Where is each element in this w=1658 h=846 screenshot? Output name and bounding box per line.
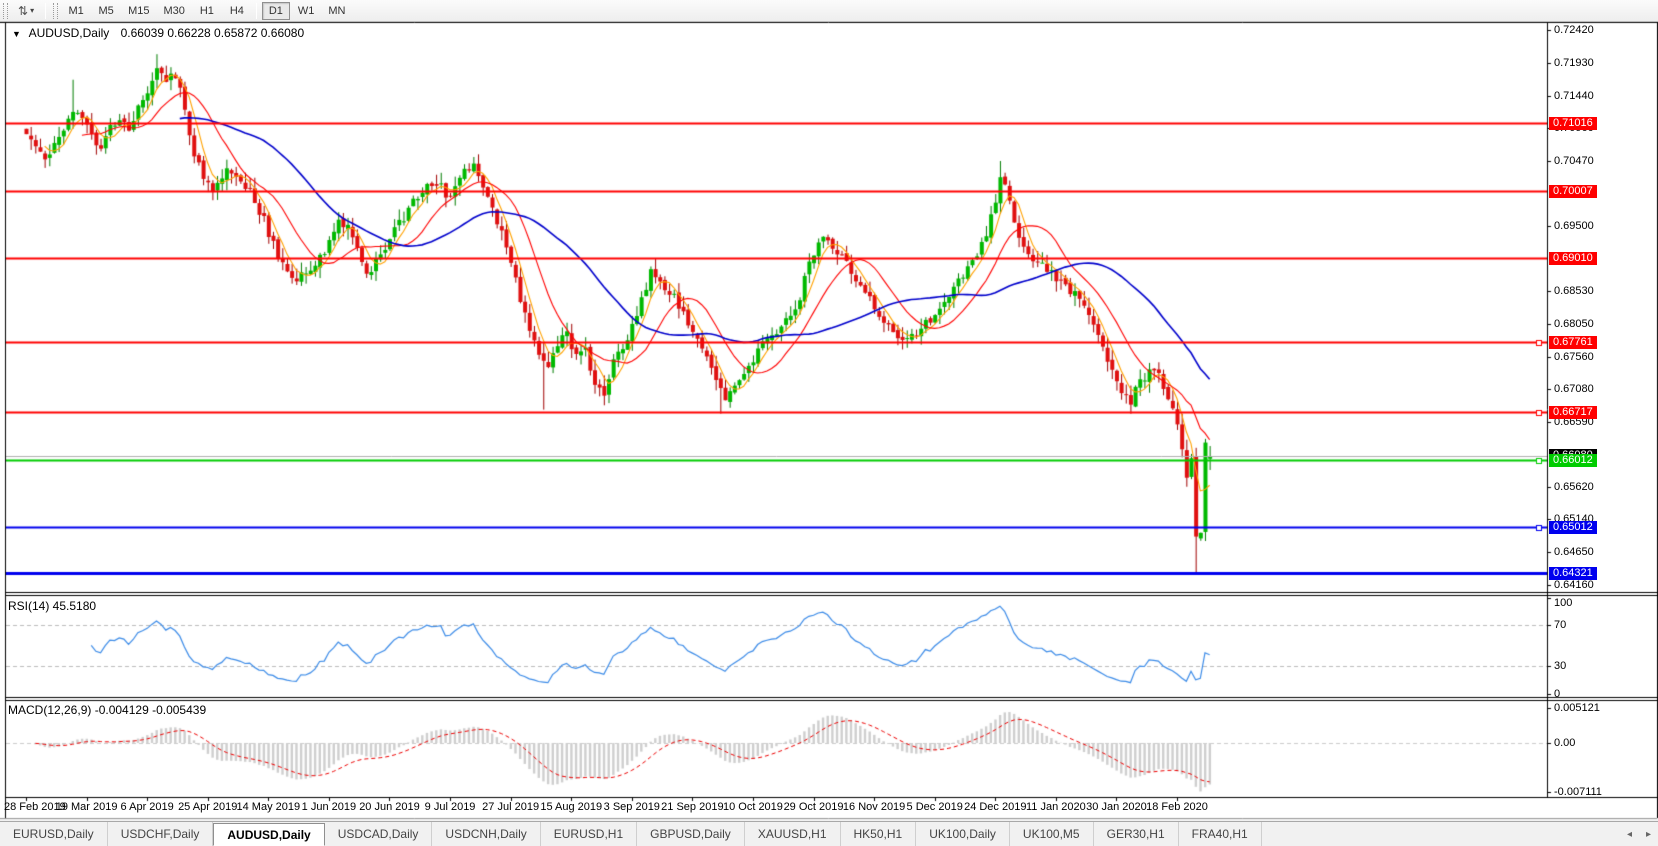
- tab-eurusd-h1[interactable]: EURUSD,H1: [541, 822, 638, 846]
- price-tick-label: 0.71440: [1554, 89, 1594, 102]
- price-tick-label: 0.67560: [1554, 350, 1594, 363]
- timeframe-button-h1[interactable]: H1: [199, 4, 214, 17]
- timeframe-button-w1[interactable]: W1: [297, 4, 315, 17]
- price-tick-label: 0.64160: [1554, 578, 1594, 591]
- date-label: 10 Oct 2019: [722, 801, 783, 813]
- tab-uk100-m5[interactable]: UK100,M5: [1010, 822, 1094, 846]
- tab-usdcnh-daily[interactable]: USDCNH,Daily: [432, 822, 541, 846]
- toolbar-drag-handle[interactable]: [53, 2, 59, 19]
- timeframe-button-mn[interactable]: MN: [328, 4, 346, 17]
- chart-title: ▼ AUDUSD,Daily 0.66039 0.66228 0.65872 0…: [12, 26, 304, 40]
- chart-options-button[interactable]: ⇅ ▾: [12, 2, 40, 20]
- macd-tick-label: -0.007111: [1554, 785, 1602, 798]
- timeframe-button-m5[interactable]: M5: [98, 4, 114, 17]
- rsi-indicator-label: RSI(14) 45.5180: [8, 599, 97, 613]
- collapse-triangle-icon[interactable]: ▼: [12, 29, 21, 39]
- rsi-tick-label: 100: [1554, 597, 1573, 609]
- level-price-label[interactable]: 0.69010: [1549, 252, 1597, 266]
- date-label: 3 Sep 2019: [603, 801, 660, 813]
- date-label: 19 Mar 2019: [55, 801, 118, 813]
- level-price-label[interactable]: 0.66012: [1549, 453, 1597, 467]
- chevron-down-icon: ▾: [30, 6, 35, 15]
- macd-tick-label: 0.005121: [1554, 702, 1600, 714]
- timeframe-button-m1[interactable]: M1: [68, 4, 84, 17]
- tab-ger30-h1[interactable]: GER30,H1: [1094, 822, 1179, 846]
- toolbar-separator: [255, 2, 257, 19]
- date-label: 18 Feb 2020: [1146, 801, 1208, 813]
- timeframe-button-m30[interactable]: M30: [163, 4, 185, 17]
- toolbar-drag-handle[interactable]: [3, 2, 8, 19]
- level-price-label[interactable]: 0.71016: [1549, 117, 1597, 131]
- chart-title-symbol: AUDUSD,Daily: [28, 26, 110, 40]
- level-price-label[interactable]: 0.70007: [1549, 185, 1597, 199]
- date-label: 5 Dec 2019: [906, 801, 963, 813]
- tab-gbpusd-daily[interactable]: GBPUSD,Daily: [637, 822, 745, 846]
- tab-hk50-h1[interactable]: HK50,H1: [841, 822, 917, 846]
- tabbar-spacer: [1262, 822, 1620, 846]
- date-label: 6 Apr 2019: [120, 801, 174, 813]
- date-label: 29 Oct 2019: [783, 801, 844, 813]
- chart-tab-bar: EURUSD,Daily USDCHF,Daily AUDUSD,Daily USDC…: [0, 821, 1658, 846]
- tab-scroll-left-icon[interactable]: ◂: [1626, 828, 1632, 840]
- timeframe-button-group: M1 M5 M15 M30 H1 H4 D1 W1 MN: [61, 1, 352, 20]
- date-label: 15 Aug 2019: [540, 801, 603, 813]
- date-label: 9 Jul 2019: [424, 801, 476, 813]
- timeframe-button-h4[interactable]: H4: [229, 4, 244, 17]
- date-label: 14 May 2019: [236, 801, 301, 813]
- tab-uk100-daily[interactable]: UK100,Daily: [916, 822, 1010, 846]
- date-label: 21 Sep 2019: [661, 801, 724, 813]
- price-tick-label: 0.67080: [1554, 382, 1594, 395]
- timeframe-button-m15[interactable]: M15: [128, 4, 150, 17]
- date-label: 25 Apr 2019: [178, 801, 238, 813]
- tab-fra40-h1[interactable]: FRA40,H1: [1179, 822, 1262, 846]
- date-label: 20 Jun 2019: [359, 801, 420, 813]
- date-label: 1 Jun 2019: [301, 801, 357, 813]
- date-label: 11 Jan 2020: [1025, 801, 1086, 813]
- price-tick-label: 0.65620: [1554, 480, 1594, 493]
- price-tick-label: 0.69500: [1554, 220, 1594, 233]
- chart-options-icon: ⇅: [18, 3, 29, 18]
- timeframe-button-d1[interactable]: D1: [261, 1, 290, 20]
- macd-indicator-label: MACD(12,26,9) -0.004129 -0.005439: [8, 703, 207, 717]
- toolbar: ⇅ ▾ M1 M5 M15 M30 H1 H4 D1 W1 MN: [0, 0, 1658, 22]
- toolbar-separator: [45, 2, 47, 19]
- level-price-label[interactable]: 0.67761: [1549, 336, 1597, 350]
- date-label: 24 Dec 2019: [964, 801, 1027, 813]
- tab-xauusd-h1[interactable]: XAUUSD,H1: [745, 822, 841, 846]
- rsi-tick-label: 70: [1554, 619, 1567, 631]
- rsi-tick-label: 30: [1554, 660, 1567, 673]
- price-tick-label: 0.68530: [1554, 285, 1594, 298]
- price-tick-label: 0.72420: [1554, 24, 1594, 36]
- level-price-label[interactable]: 0.66717: [1549, 406, 1597, 420]
- price-tick-label: 0.71930: [1554, 56, 1594, 69]
- date-label: 30 Jan 2020: [1086, 801, 1147, 813]
- date-label: 16 Nov 2019: [842, 801, 906, 813]
- date-label: 27 Jul 2019: [482, 801, 540, 813]
- chart-title-ohlc: 0.66039 0.66228 0.65872 0.66080: [120, 26, 305, 40]
- tab-usdcad-daily[interactable]: USDCAD,Daily: [325, 822, 433, 846]
- price-tick-label: 0.70470: [1554, 155, 1594, 168]
- price-tick-label: 0.64650: [1554, 546, 1594, 559]
- rsi-tick-label: 0: [1554, 688, 1561, 700]
- date-label: 28 Feb 2019: [4, 801, 66, 813]
- tab-scroll-right-icon[interactable]: ▸: [1645, 828, 1651, 840]
- price-tick-label: 0.68050: [1554, 317, 1594, 330]
- macd-tick-label: 0.00: [1554, 737, 1576, 749]
- tab-eurusd-daily[interactable]: EURUSD,Daily: [0, 822, 108, 846]
- tab-audusd-daily[interactable]: AUDUSD,Daily: [213, 823, 325, 846]
- level-price-label[interactable]: 0.64321: [1549, 567, 1597, 581]
- level-price-label[interactable]: 0.65012: [1549, 520, 1597, 534]
- tab-usdchf-daily[interactable]: USDCHF,Daily: [108, 822, 214, 846]
